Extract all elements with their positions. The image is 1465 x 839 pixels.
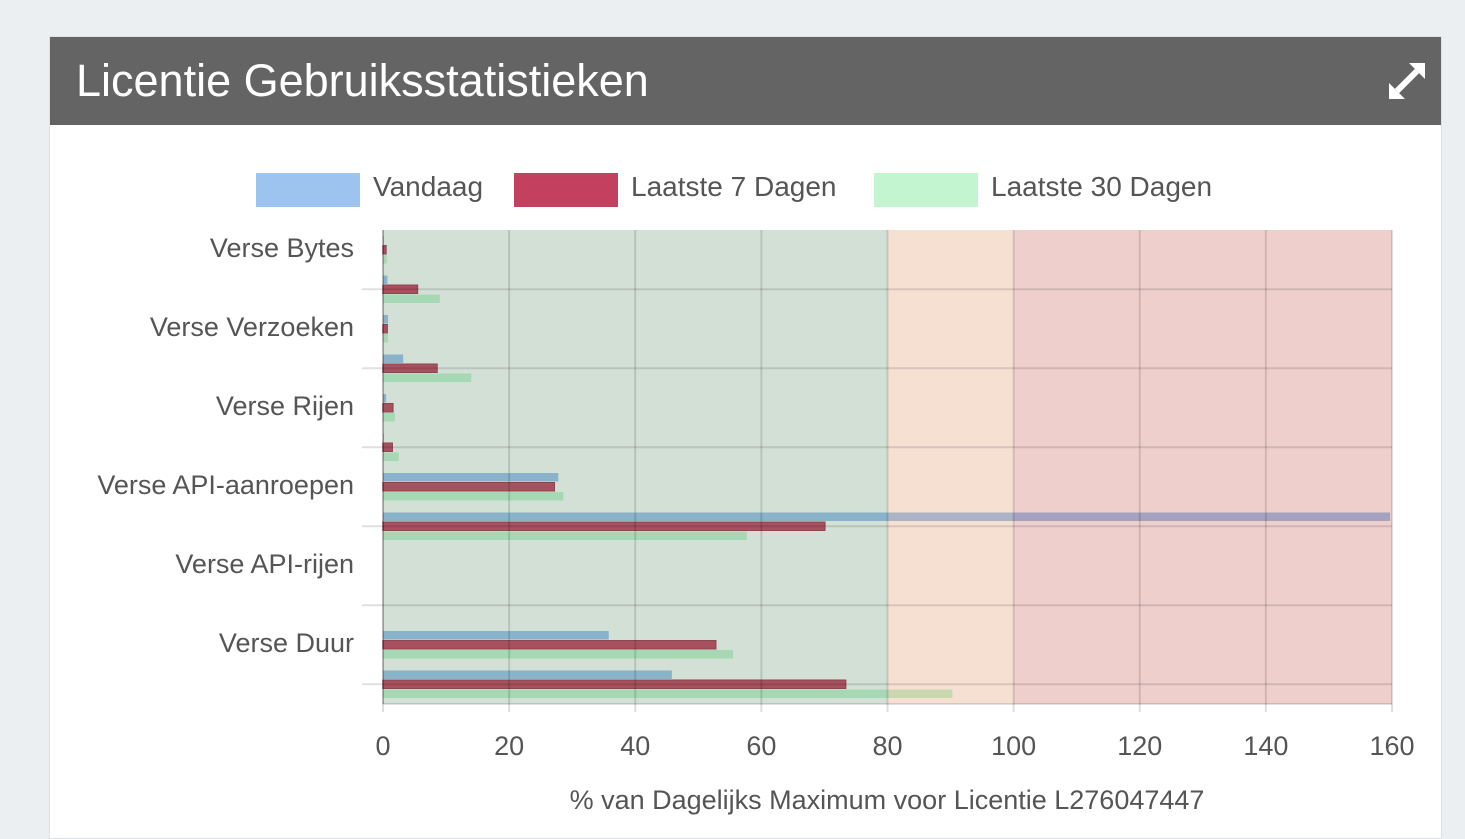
bar-laatste-30-dagen	[383, 689, 953, 698]
license-usage-card: Licentie Gebruiksstatistieken	[49, 36, 1442, 839]
bar-vandaag	[383, 394, 387, 403]
bar-vandaag	[383, 433, 384, 442]
bar-vandaag	[383, 670, 672, 679]
card-header: Licentie Gebruiksstatistieken	[50, 37, 1441, 125]
legend-swatch-vandaag[interactable]	[256, 173, 360, 207]
bar-laatste-30-dagen	[383, 492, 564, 501]
bar-vandaag	[383, 512, 1391, 521]
bar-vandaag	[383, 354, 404, 363]
legend-label-laatste-7-dagen[interactable]: Laatste 7 Dagen	[631, 171, 837, 202]
bar-laatste-30-dagen	[383, 650, 733, 659]
legend-swatch-laatste-7-dagen[interactable]	[514, 173, 618, 207]
x-tick-label: 0	[375, 731, 391, 761]
x-tick-label: 120	[1117, 731, 1163, 761]
x-tick-label: 140	[1243, 731, 1289, 761]
expand-arrows-icon[interactable]	[1385, 59, 1429, 103]
bar-laatste-7-dagen	[382, 482, 556, 492]
category-label: Verse API-aanroepen	[97, 469, 354, 500]
bar-laatste-30-dagen	[383, 255, 387, 264]
legend-label-vandaag[interactable]: Vandaag	[373, 171, 484, 202]
bar-laatste-30-dagen	[383, 452, 399, 461]
category-label: Verse Duur	[218, 627, 354, 658]
category-label: Verse API-rijen	[175, 548, 354, 579]
bar-laatste-30-dagen	[383, 531, 747, 540]
category-label: Verse Rijen	[215, 390, 354, 421]
bar-laatste-30-dagen	[383, 294, 440, 303]
x-tick-label: 20	[494, 731, 525, 761]
bar-vandaag	[383, 631, 609, 640]
category-label: Verse Verzoeken	[149, 311, 354, 342]
bar-laatste-7-dagen	[382, 640, 717, 650]
bar-laatste-7-dagen	[382, 679, 847, 689]
bar-laatste-7-dagen	[382, 521, 826, 531]
bar-vandaag	[383, 275, 388, 284]
legend-label-laatste-30-dagen[interactable]: Laatste 30 Dagen	[991, 171, 1213, 202]
bar-laatste-7-dagen	[382, 245, 387, 255]
bar-laatste-30-dagen	[383, 373, 472, 382]
threshold-zone	[383, 230, 888, 704]
bar-vandaag	[383, 315, 389, 324]
x-tick-label: 100	[991, 731, 1037, 761]
x-tick-label: 60	[746, 731, 777, 761]
x-tick-label: 80	[872, 731, 903, 761]
legend-swatch-laatste-30-dagen[interactable]	[874, 173, 978, 207]
x-tick-label: 40	[620, 731, 651, 761]
bar-laatste-30-dagen	[383, 413, 395, 422]
threshold-zone	[887, 230, 1014, 704]
threshold-zone	[1013, 230, 1392, 704]
bar-laatste-7-dagen	[382, 324, 388, 334]
bar-laatste-7-dagen	[382, 403, 394, 413]
x-axis-title: % van Dagelijks Maximum voor Licentie L2…	[569, 785, 1205, 815]
bar-laatste-7-dagen	[382, 442, 393, 452]
category-label: Verse Bytes	[209, 232, 354, 263]
bar-vandaag	[383, 236, 384, 245]
bar-laatste-30-dagen	[383, 334, 389, 343]
bar-laatste-7-dagen	[382, 284, 419, 294]
card-title: Licentie Gebruiksstatistieken	[76, 55, 649, 106]
x-tick-label: 160	[1369, 731, 1415, 761]
bar-laatste-7-dagen	[382, 363, 438, 373]
bar-vandaag	[383, 473, 559, 482]
